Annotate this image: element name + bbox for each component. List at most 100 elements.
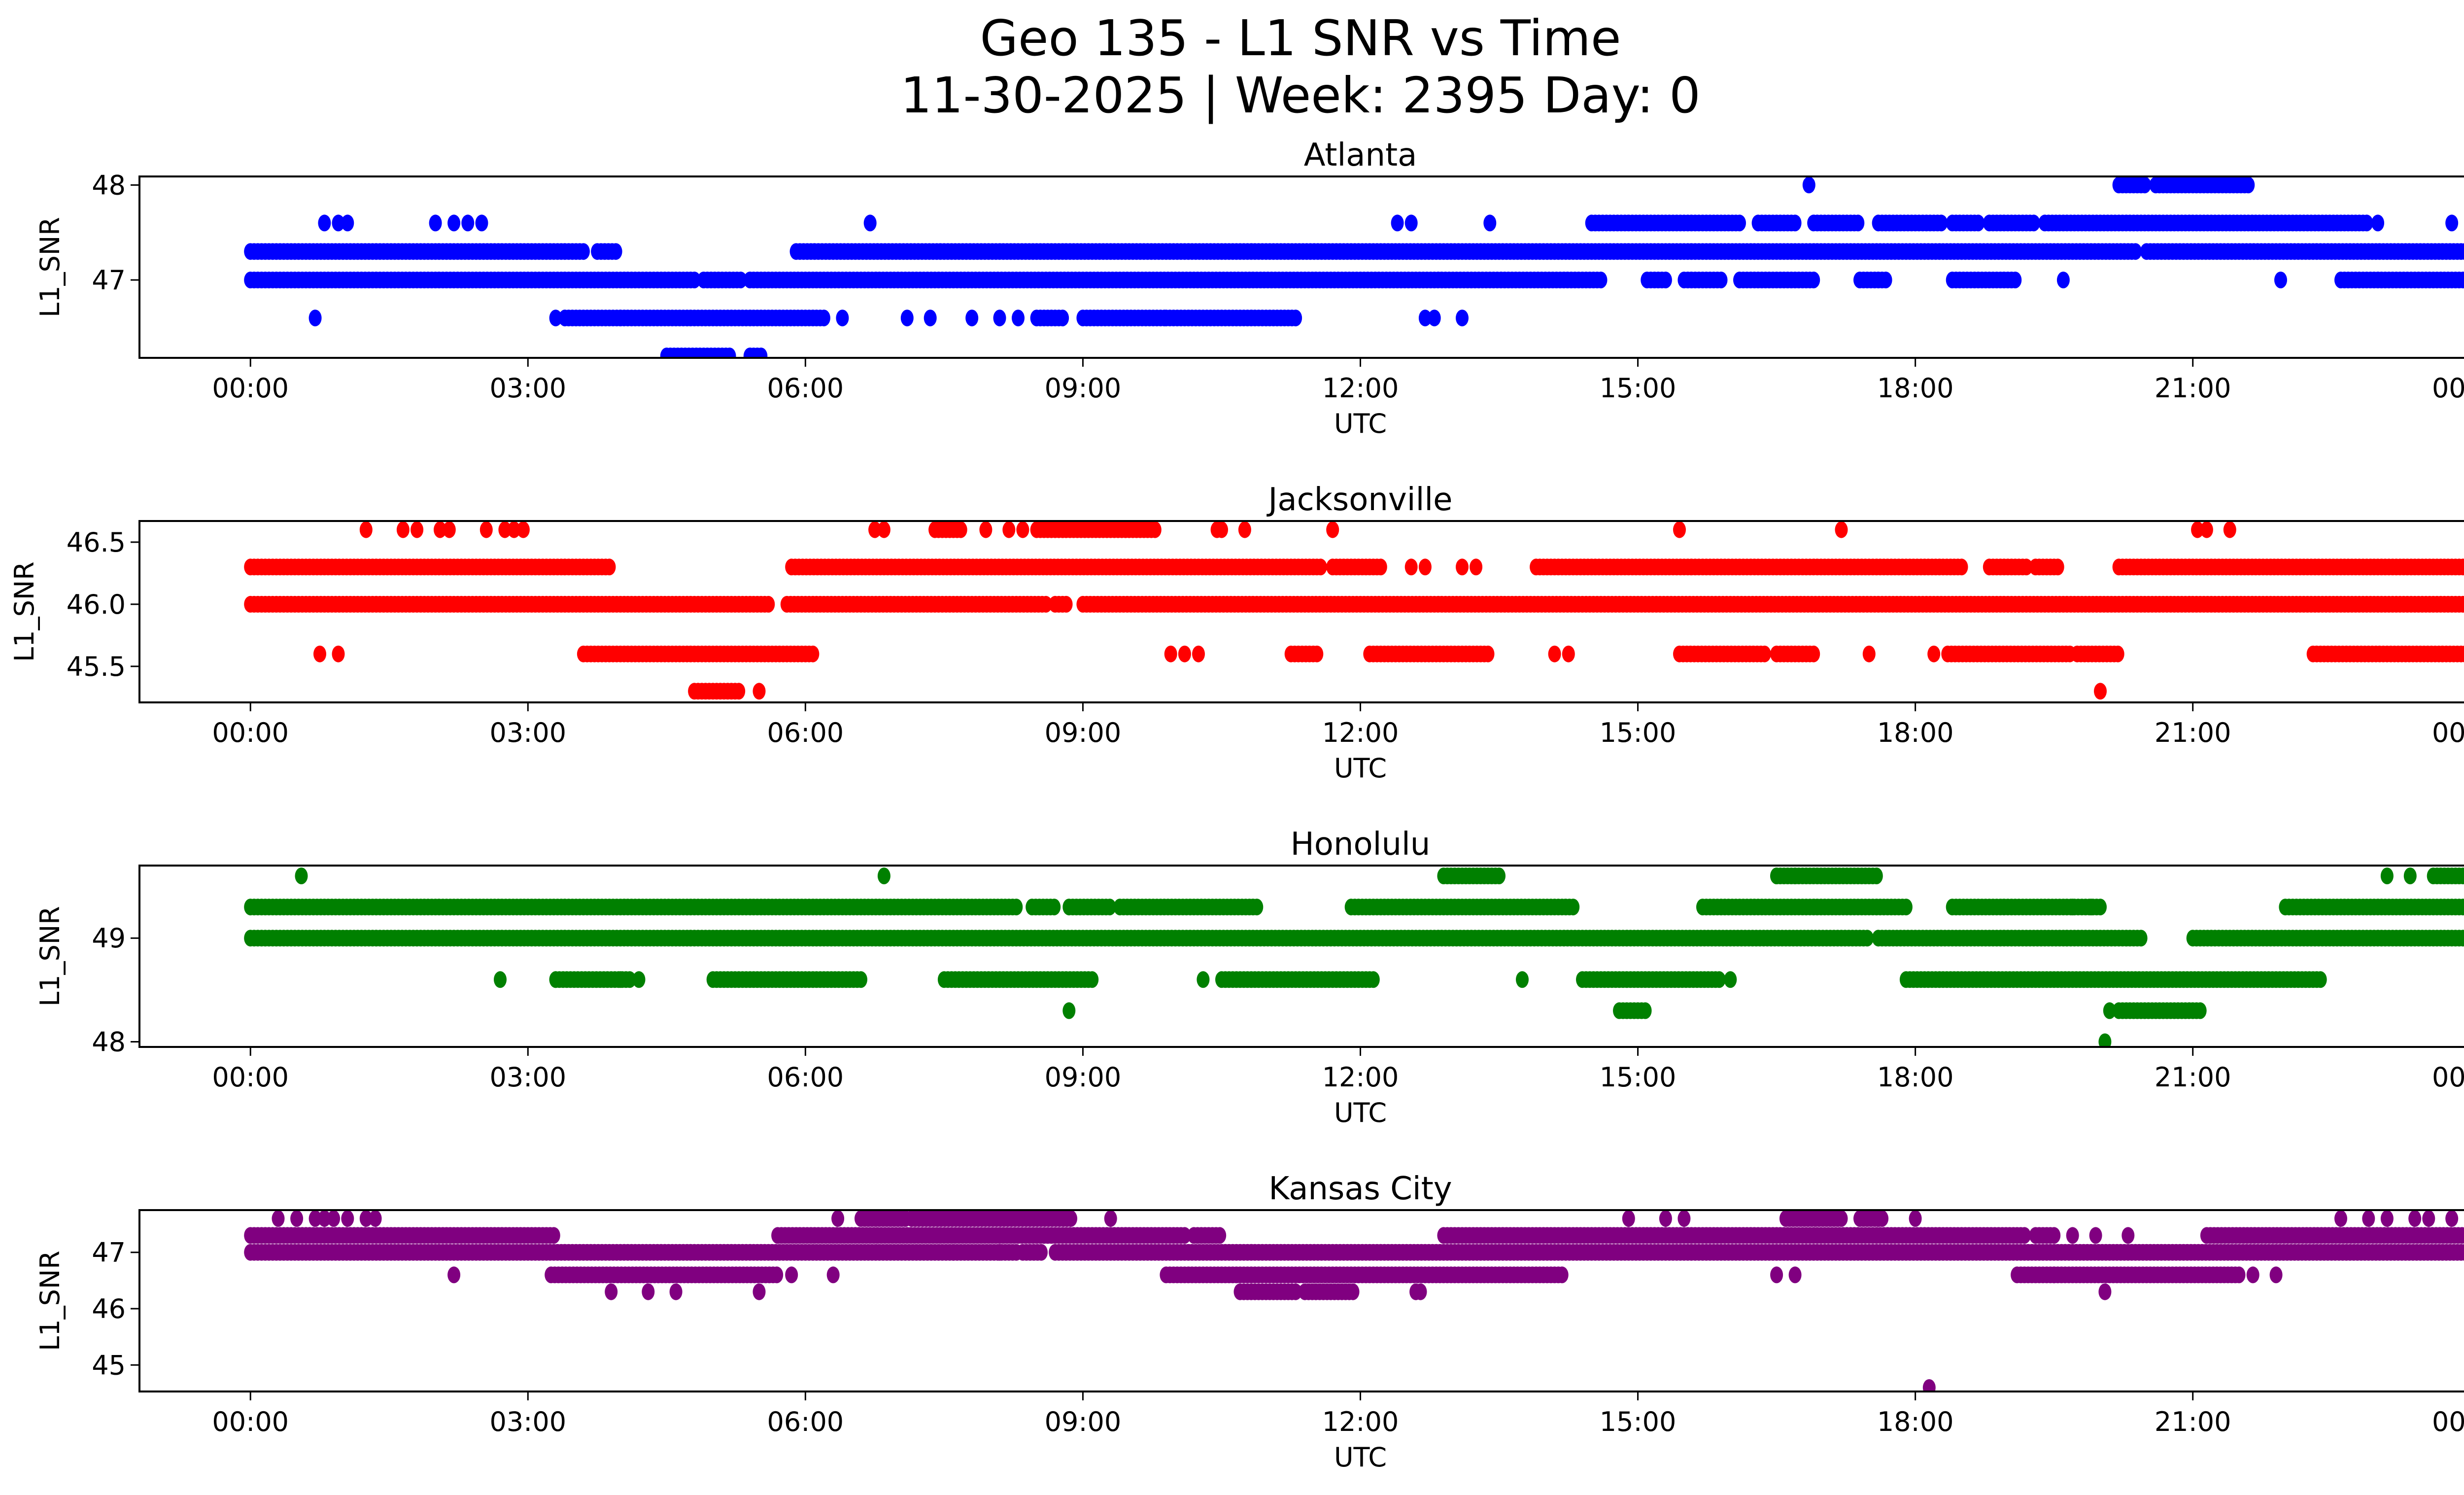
- data-point: [1062, 1002, 1076, 1019]
- data-point: [2458, 243, 2464, 260]
- data-point: [2242, 176, 2255, 194]
- data-point: [2085, 899, 2098, 916]
- data-point: [1148, 521, 1162, 538]
- data-point: [1314, 558, 1327, 576]
- data-point: [2056, 272, 2070, 288]
- data-point: [1594, 272, 1608, 288]
- data-point: [817, 310, 830, 327]
- data-point: [2459, 1227, 2464, 1244]
- data-point: [1851, 214, 1865, 232]
- data-point: [461, 214, 475, 232]
- data-point: [1215, 521, 1228, 538]
- data-point: [868, 521, 882, 538]
- data-point: [1899, 899, 1913, 916]
- x-axis-label: UTC: [1334, 1097, 1387, 1128]
- data-point: [2314, 971, 2327, 988]
- data-point: [1404, 558, 1418, 576]
- data-point: [434, 521, 446, 538]
- data-point: [877, 521, 890, 538]
- data-point: [549, 310, 562, 327]
- x-tick-label: 00:00: [2432, 1062, 2464, 1093]
- data-point: [2460, 559, 2464, 575]
- data-point: [2445, 214, 2459, 232]
- x-tick-label: 21:00: [2155, 717, 2231, 748]
- data-point: [1770, 868, 1783, 884]
- x-tick-label: 12:00: [1322, 717, 1399, 748]
- x-tick-label: 18:00: [1877, 373, 1954, 404]
- data-point: [993, 310, 1006, 327]
- data-point: [855, 971, 867, 988]
- panel-title: Atlanta: [1304, 137, 1417, 174]
- data-point: [2027, 214, 2040, 232]
- data-point: [1807, 272, 1820, 288]
- data-point: [508, 521, 521, 538]
- data-point: [1048, 899, 1061, 916]
- data-point: [1673, 521, 1686, 538]
- data-point: [732, 683, 746, 700]
- x-tick-label: 00:00: [2432, 717, 2464, 748]
- panel-title: Honolulu: [1291, 826, 1431, 863]
- data-point: [2134, 930, 2148, 947]
- x-tick-label: 21:00: [2155, 1062, 2231, 1093]
- data-point: [863, 214, 877, 232]
- data-point: [1714, 272, 1728, 288]
- data-point: [1567, 899, 1580, 916]
- data-point: [429, 214, 442, 232]
- x-axis-label: UTC: [1334, 753, 1387, 784]
- data-point: [2274, 272, 2287, 288]
- data-point: [2094, 683, 2107, 700]
- x-tick-label: 12:00: [1322, 1062, 1399, 1093]
- x-tick-label: 15:00: [1600, 717, 1677, 748]
- y-tick-label: 46.0: [67, 589, 126, 620]
- x-tick-label: 09:00: [1045, 1062, 1122, 1093]
- figure-title: Geo 135 - L1 SNR vs Time: [980, 9, 1621, 67]
- y-axis-label: L1_SNR: [9, 561, 40, 662]
- scatter-series: [244, 176, 2464, 358]
- data-point: [1862, 645, 1876, 662]
- data-point: [1870, 868, 1883, 884]
- data-point: [2462, 648, 2464, 660]
- data-point: [1548, 645, 1561, 662]
- data-point: [577, 243, 590, 260]
- data-point: [754, 348, 768, 358]
- x-tick-label: 06:00: [767, 373, 844, 404]
- data-point: [332, 214, 345, 232]
- data-point: [2458, 645, 2464, 662]
- x-tick-label: 00:00: [212, 1062, 289, 1093]
- data-point: [2463, 1231, 2464, 1240]
- data-point: [1639, 1002, 1652, 1019]
- data-point: [475, 214, 488, 232]
- x-tick-label: 18:00: [1877, 717, 1954, 748]
- data-point: [1879, 272, 1892, 288]
- data-point: [1012, 310, 1025, 327]
- data-point: [547, 1227, 560, 1244]
- data-point: [1404, 214, 1418, 232]
- data-point: [2460, 899, 2464, 915]
- data-point: [1470, 558, 1483, 576]
- data-point: [979, 521, 992, 538]
- data-point: [836, 310, 849, 327]
- data-point: [516, 521, 530, 538]
- data-point: [1178, 1227, 1191, 1244]
- scatter-series: [244, 868, 2464, 1047]
- data-point: [332, 645, 345, 662]
- data-point: [1659, 272, 1672, 288]
- data-point: [1178, 645, 1191, 662]
- data-point: [1039, 595, 1053, 613]
- data-point: [806, 645, 820, 662]
- data-point: [1835, 521, 1848, 538]
- scatter-series: [244, 521, 2464, 700]
- data-point: [1481, 645, 1495, 662]
- data-point: [2223, 521, 2236, 538]
- data-point: [2048, 1227, 2061, 1244]
- data-point: [1456, 310, 1469, 327]
- data-point: [1935, 214, 1948, 232]
- data-point: [1250, 899, 1264, 916]
- data-point: [1060, 595, 1073, 613]
- data-point: [1391, 214, 1404, 232]
- data-point: [1367, 971, 1380, 988]
- data-point: [2460, 596, 2464, 612]
- data-point: [2051, 558, 2064, 576]
